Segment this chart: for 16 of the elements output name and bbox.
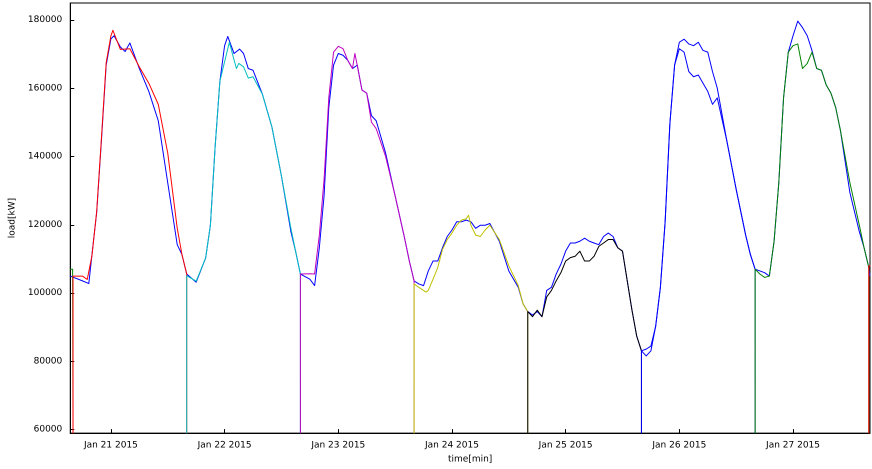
x-axis-title: time[min] <box>448 454 492 464</box>
y-tick-label: 120000 <box>28 220 63 230</box>
y-tick-label: 160000 <box>28 83 63 94</box>
y-tick-label: 60000 <box>34 424 63 435</box>
x-tick-label: Jan 27 2015 <box>765 440 820 451</box>
x-tick-label: Jan 26 2015 <box>651 440 706 451</box>
x-tick-label: Jan 24 2015 <box>424 440 479 451</box>
y-tick-label: 180000 <box>28 15 63 26</box>
x-tick-label: Jan 22 2015 <box>196 440 252 451</box>
x-tick-label: Jan 23 2015 <box>310 440 366 451</box>
x-tick-label: Jan 25 2015 <box>538 440 593 451</box>
y-axis-title: load[kW] <box>8 198 18 238</box>
y-tick-label: 140000 <box>28 152 63 162</box>
y-tick-label: 80000 <box>34 356 63 366</box>
y-tick-label: 100000 <box>28 288 63 298</box>
x-tick-label: Jan 21 2015 <box>82 440 138 451</box>
